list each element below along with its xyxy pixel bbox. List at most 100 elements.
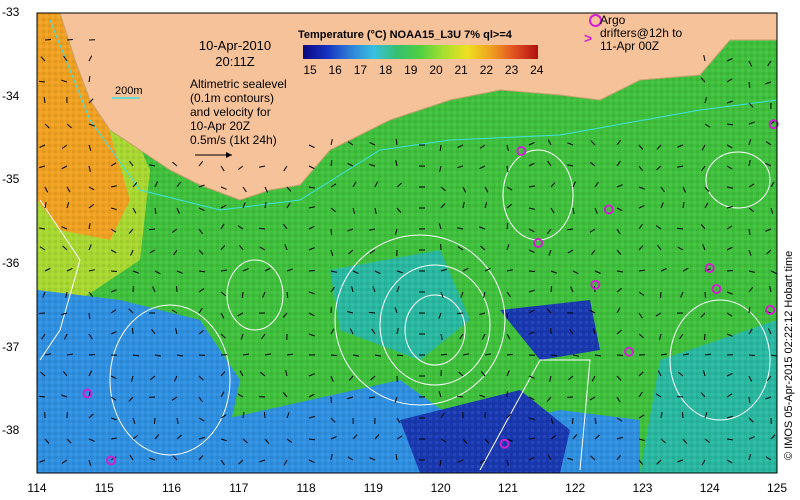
velocity-arrow [726,206,733,209]
map-frame [36,12,778,474]
velocity-arrow [308,291,315,295]
velocity-arrow [484,267,491,272]
velocity-arrow [506,244,510,251]
velocity-arrow [458,371,464,377]
velocity-arrow [550,207,555,214]
argo-drifter-markers [82,119,779,466]
velocity-arrow [569,328,574,335]
velocity-arrow [330,249,334,256]
argo-drifter-marker [590,279,601,290]
velocity-arrow [768,328,772,335]
velocity-arrow [748,121,755,125]
velocity-arrow [572,354,579,357]
velocity-arrow [88,98,94,104]
argo-drifter-marker [499,438,510,449]
velocity-arrow [308,459,315,463]
velocity-arrow [546,308,552,314]
velocity-arrow [154,181,158,188]
velocity-arrow [506,144,509,151]
velocity-arrow [129,454,134,461]
velocity-arrow [590,140,596,146]
velocity-arrow [396,328,399,335]
velocity-arrow [394,307,398,314]
velocity-arrow [66,353,73,356]
velocity-arrow [594,434,600,440]
velocity-arrow [198,436,205,440]
velocity-arrow [546,228,552,235]
velocity-arrow [171,228,178,233]
velocity-arrow [394,396,398,403]
velocity-arrow [352,354,359,357]
velocity-arrow [440,268,447,272]
velocity-arrow [506,333,511,340]
velocity-arrow [110,185,117,188]
velocity-arrow [110,375,117,380]
velocity-arrow [396,435,403,440]
velocity-arrow [264,201,267,209]
velocity-arrow [241,291,244,299]
velocity-arrow [352,181,357,188]
velocity-arrow [459,333,464,340]
velocity-arrow [550,182,556,188]
velocity-arrow [660,412,663,419]
velocity-arrow [726,372,733,377]
velocity-arrow [616,160,621,167]
velocity-arrow [63,55,68,62]
velocity-arrow [242,202,246,209]
velocity-arrow [660,353,668,356]
velocity-arrow [220,371,226,377]
velocity-arrow [44,186,49,193]
velocity-arrow [175,328,178,335]
velocity-arrow [237,312,244,317]
velocity-arrow [506,438,513,442]
velocity-arrow [259,246,266,251]
velocity-arrow [88,353,96,356]
velocity-arrow [657,244,662,251]
argo-drifter-marker [624,346,634,357]
velocity-arrow [198,184,205,188]
velocity-arrow [589,309,596,314]
colorbar-tick-label: 24 [530,63,544,77]
velocity-arrow [655,225,662,230]
velocity-arrow [395,138,398,146]
velocity-arrow [550,270,557,274]
velocity-arrow [132,270,139,274]
argo-drifter-marker [711,284,722,294]
velocity-arrow [457,246,464,251]
x-tick-label: 125 [766,481,788,495]
velocity-arrow [374,270,381,275]
velocity-arrow [88,413,94,419]
velocity-arrow [286,353,294,356]
velocity-arrow [703,55,706,62]
velocity-arrow [242,353,249,356]
velocity-arrow [220,291,226,297]
y-tick-label: -38 [2,423,20,438]
velocity-arrow [132,434,139,440]
velocity-arrow [547,454,552,461]
velocity-arrow [704,438,711,444]
velocity-arrow [438,223,442,230]
velocity-arrow [770,354,777,357]
velocity-arrow [479,394,486,398]
velocity-arrow [240,333,244,340]
velocity-arrow [148,228,156,231]
velocity-arrow [655,393,662,398]
velocity-arrow [457,165,464,169]
velocity-arrow [572,434,578,440]
velocity-arrow [351,286,354,293]
velocity-arrow [677,459,684,463]
sealevel-line: Altimetric sealevel [190,77,287,91]
velocity-arrow [528,249,535,253]
velocity-arrow [64,333,68,340]
velocity-arrow [39,144,46,148]
velocity-arrow [701,459,706,466]
velocity-arrow [39,459,46,463]
velocity-arrow [151,328,156,335]
velocity-arrow [330,436,337,440]
velocity-arrow [172,161,178,167]
velocity-arrow [198,396,203,403]
velocity-arrow [566,228,574,231]
velocity-arrow [395,453,398,461]
velocity-arrow [657,370,662,377]
velocity-arrow [198,307,203,314]
